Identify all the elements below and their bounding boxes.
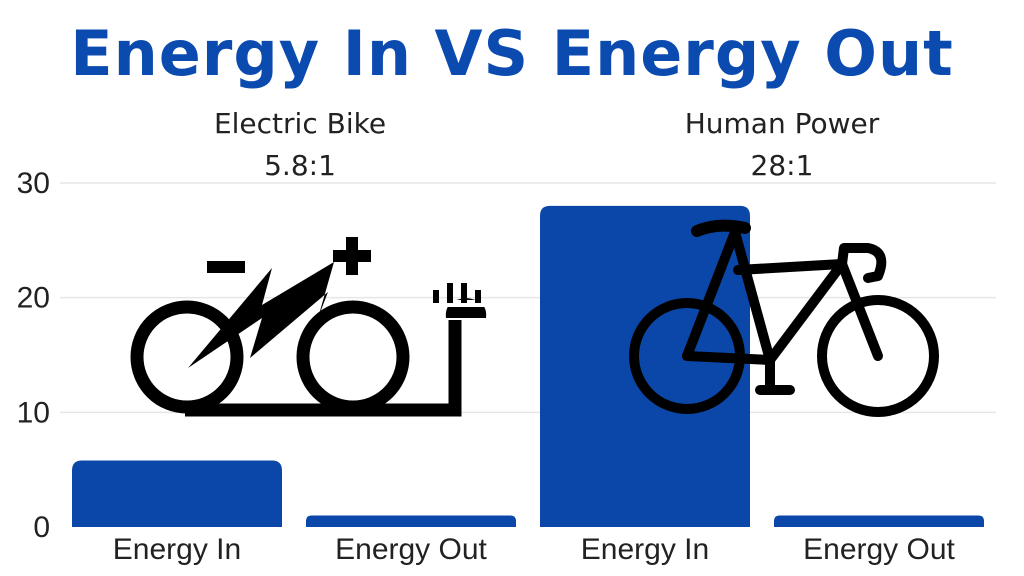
y-tick-label: 30 [17, 167, 50, 200]
bicycle-icon [629, 219, 939, 417]
group-ratio-electric-bike: 5.8:1 [264, 149, 336, 182]
x-tick-label: Energy In [113, 533, 241, 566]
electric-bike-icon [130, 237, 492, 417]
x-tick-label: Energy In [581, 533, 709, 566]
bar [540, 205, 750, 527]
y-tick-label: 20 [17, 282, 50, 315]
bar-layer [72, 205, 984, 527]
group-name-electric-bike: Electric Bike [213, 107, 387, 140]
y-tick-label: 0 [33, 511, 50, 544]
group-name-human-power: Human Power [684, 107, 880, 140]
group-ratio-human-power: 28:1 [750, 149, 814, 182]
bar [774, 515, 984, 527]
xlabel-layer: Energy In Energy Out Energy In Energy Out [113, 533, 956, 566]
tick-layer: 0 10 20 30 [17, 167, 50, 544]
y-tick-label: 10 [17, 396, 50, 429]
x-tick-label: Energy Out [335, 533, 487, 566]
x-tick-label: Energy Out [803, 533, 955, 566]
bar [306, 515, 516, 527]
bar [72, 460, 282, 527]
chart-title: Energy In VS Energy Out [70, 17, 954, 90]
